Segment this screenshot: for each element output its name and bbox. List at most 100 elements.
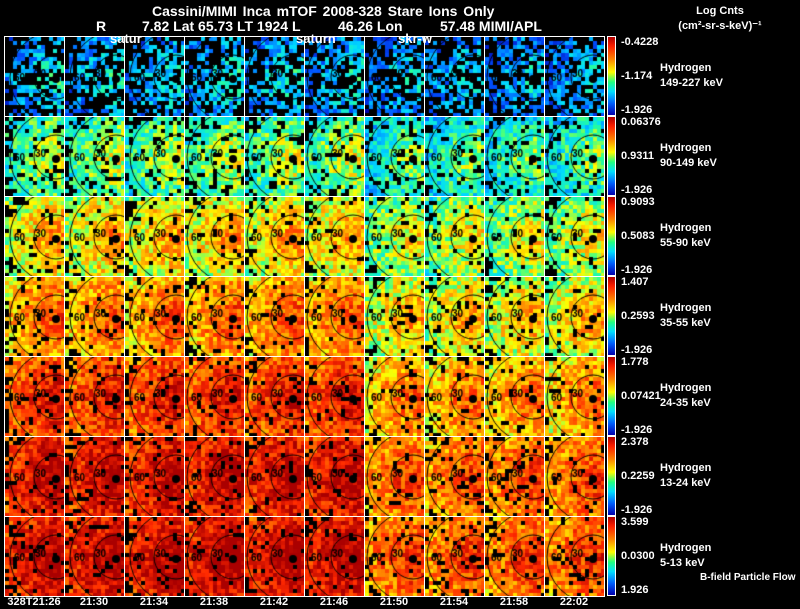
energy-range: 55-90 keV: [660, 237, 711, 249]
intensity-map: [5, 277, 64, 356]
intensity-map: [485, 357, 544, 436]
image-panel: [4, 196, 65, 277]
intensity-map: [425, 37, 484, 116]
intensity-map: [185, 517, 244, 596]
image-panel: [544, 356, 605, 437]
species-label: Hydrogen 149-227 keV: [660, 61, 723, 91]
image-panel: [64, 36, 125, 117]
intensity-map: [245, 197, 304, 276]
species-name: Hydrogen: [660, 382, 712, 394]
species-label: Hydrogen 24-35 keV: [660, 381, 711, 411]
image-panel: [184, 116, 245, 197]
longitude-readout: 46.26 Lon: [338, 18, 403, 34]
image-panel: [124, 516, 185, 597]
image-panel: [304, 436, 365, 517]
intensity-map: [245, 277, 304, 356]
image-panel: [124, 356, 185, 437]
plot-title: Cassini/MIMI Inca mTOF 2008-328 Stare Io…: [152, 3, 495, 19]
image-panel: [544, 196, 605, 277]
intensity-map: [65, 277, 124, 356]
extra-readout: 57.48 MIMI/APL: [440, 18, 542, 34]
intensity-map: [545, 37, 604, 116]
intensity-map: [245, 37, 304, 116]
species-name: Hydrogen: [660, 222, 712, 234]
colorbar: [607, 276, 616, 356]
intensity-map: [125, 437, 184, 516]
r-label: R: [96, 18, 107, 34]
image-panel: [304, 116, 365, 197]
intensity-map: [65, 357, 124, 436]
colorbar-mid-value: 0.9311: [621, 150, 655, 162]
b-field-note: B-field Particle Flow: [700, 572, 796, 583]
image-panel: [484, 116, 545, 197]
image-panel: [304, 196, 365, 277]
intensity-map: [485, 277, 544, 356]
image-panel: [484, 276, 545, 357]
intensity-map: [125, 357, 184, 436]
intensity-map: [305, 37, 364, 116]
image-panel: [364, 516, 425, 597]
image-panel: [424, 196, 485, 277]
image-panel: [364, 36, 425, 117]
species-name: Hydrogen: [660, 62, 712, 74]
intensity-map: [5, 437, 64, 516]
intensity-map: [365, 517, 424, 596]
image-panel: [424, 36, 485, 117]
image-panel: [64, 436, 125, 517]
intensity-map: [185, 437, 244, 516]
intensity-map: [185, 37, 244, 116]
image-panel: [244, 436, 305, 517]
colorbar-mid-value: 0.07421: [621, 390, 661, 402]
image-panel: [484, 436, 545, 517]
colorbar: [607, 36, 616, 116]
energy-range: 13-24 keV: [660, 477, 711, 489]
image-panel: [364, 356, 425, 437]
species-name: Hydrogen: [660, 542, 712, 554]
colorbar-mid-value: 0.2259: [621, 470, 655, 482]
image-panel: [364, 276, 425, 357]
colorbar-max-value: 2.378: [621, 436, 649, 448]
image-panel: [424, 436, 485, 517]
overlay-label: satur: [110, 31, 142, 46]
intensity-map: [425, 437, 484, 516]
intensity-map: [185, 117, 244, 196]
intensity-map: [545, 437, 604, 516]
image-panel: [544, 116, 605, 197]
species-name: Hydrogen: [660, 142, 712, 154]
colorbar-max-value: 1.407: [621, 276, 649, 288]
intensity-map: [185, 277, 244, 356]
intensity-map: [5, 37, 64, 116]
colorbar-min-value: -1.926: [621, 104, 653, 116]
time-label: 328T21:26: [7, 596, 61, 608]
image-panel: [64, 196, 125, 277]
image-panel: [364, 196, 425, 277]
intensity-map: [245, 517, 304, 596]
colorbar-min-value: -1.926: [621, 184, 653, 196]
energy-range: 90-149 keV: [660, 157, 717, 169]
intensity-map: [365, 197, 424, 276]
image-panel: [124, 276, 185, 357]
image-panel: [64, 116, 125, 197]
image-panel: [184, 356, 245, 437]
image-panel: [124, 436, 185, 517]
intensity-map: [545, 517, 604, 596]
image-panel: [64, 276, 125, 357]
image-panel: [424, 276, 485, 357]
intensity-map: [365, 277, 424, 356]
image-panel: [364, 116, 425, 197]
colorbar-min-value: -1.926: [621, 424, 653, 436]
intensity-map: [305, 117, 364, 196]
time-label: 21:58: [499, 596, 529, 608]
image-panel: [184, 436, 245, 517]
image-panel: [244, 196, 305, 277]
colorbar-min-value: -1.926: [621, 264, 653, 276]
image-grid: [4, 36, 605, 597]
colorbar-max-value: 3.599: [621, 516, 649, 528]
intensity-map: [65, 37, 124, 116]
energy-range: 24-35 keV: [660, 397, 711, 409]
image-panel: [484, 196, 545, 277]
intensity-map: [305, 437, 364, 516]
colorbar: [607, 356, 616, 436]
species-label: Hydrogen 90-149 keV: [660, 141, 717, 171]
image-panel: [124, 116, 185, 197]
